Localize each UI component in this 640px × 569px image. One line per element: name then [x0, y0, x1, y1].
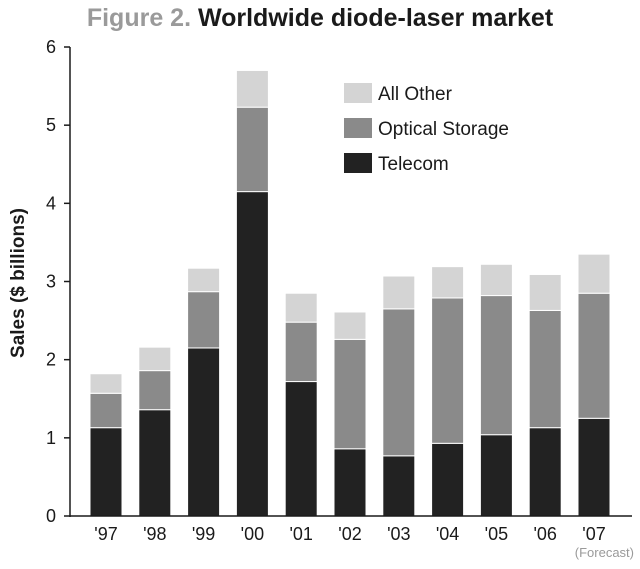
bar-optical-storage-6: [382, 308, 416, 457]
bar-all-other-6: [382, 275, 416, 310]
forecast-note: (Forecast): [575, 545, 634, 560]
bar-all-other-5: [333, 311, 367, 340]
axes-layer: 0 1 2 3 4 5 6 '97 '98 '99 '00 '01 '02 '03 '04 '05 '06 '07: [46, 37, 632, 544]
bar-all-other-2: [187, 267, 221, 293]
chart-title: Figure 2. Worldwide diode-laser market: [0, 4, 640, 33]
bar-all-other-0: [89, 373, 123, 394]
x-tick-label-5: '02: [338, 524, 361, 544]
x-tick-label-9: '06: [533, 524, 556, 544]
bar-optical-storage-10: [577, 292, 611, 419]
legend-label-all-other: All Other: [378, 84, 453, 105]
y-tick-label-2: 2: [46, 350, 56, 370]
legend-swatch-telecom: [344, 153, 372, 173]
y-tick-label-4: 4: [46, 193, 56, 213]
bar-telecom-9: [528, 427, 562, 517]
bar-telecom-10: [577, 417, 611, 517]
x-tick-label-3: '00: [241, 524, 264, 544]
bar-telecom-0: [89, 427, 123, 517]
bar-telecom-7: [431, 442, 465, 517]
bar-all-other-3: [235, 69, 269, 108]
bar-optical-storage-1: [138, 370, 172, 411]
bar-telecom-4: [284, 381, 318, 517]
figure-number: Figure 2.: [86, 4, 192, 32]
bar-optical-storage-4: [284, 321, 318, 383]
x-tick-label-6: '03: [387, 524, 410, 544]
y-tick-label-0: 0: [46, 506, 56, 526]
x-tick-label-4: '01: [289, 524, 312, 544]
legend-label-optical-storage: Optical Storage: [378, 119, 509, 140]
y-axis-label: Sales ($ billions): [8, 208, 29, 358]
x-tick-label-2: '99: [192, 524, 215, 544]
bar-optical-storage-3: [235, 106, 269, 193]
bar-all-other-8: [479, 263, 513, 297]
bar-optical-storage-7: [431, 297, 465, 444]
bars-layer: [89, 69, 611, 517]
legend-swatch-all-other: [344, 83, 372, 103]
legend: All Other Optical Storage Telecom: [344, 83, 509, 175]
bar-telecom-6: [382, 455, 416, 517]
y-tick-label-3: 3: [46, 272, 56, 292]
bar-optical-storage-9: [528, 309, 562, 429]
bar-all-other-10: [577, 253, 611, 294]
x-tick-label-8: '05: [485, 524, 508, 544]
y-tick-label-6: 6: [46, 37, 56, 57]
bar-telecom-8: [479, 434, 513, 517]
bar-optical-storage-0: [89, 392, 123, 429]
bar-telecom-2: [187, 347, 221, 517]
bar-telecom-5: [333, 448, 367, 517]
bar-telecom-3: [235, 191, 269, 517]
y-tick-label-5: 5: [46, 115, 56, 135]
legend-swatch-optical-storage: [344, 118, 372, 138]
figure-title: Worldwide diode-laser market: [197, 4, 554, 32]
legend-label-telecom: Telecom: [378, 154, 449, 175]
x-tick-label-7: '04: [436, 524, 459, 544]
y-tick-label-1: 1: [46, 428, 56, 448]
bar-telecom-1: [138, 409, 172, 517]
bar-all-other-4: [284, 292, 318, 323]
bar-all-other-7: [431, 266, 465, 299]
x-tick-label-10: '07: [582, 524, 605, 544]
x-tick-label-1: '98: [143, 524, 166, 544]
bar-all-other-9: [528, 273, 562, 311]
bar-all-other-1: [138, 346, 172, 372]
x-tick-label-0: '97: [94, 524, 117, 544]
bar-optical-storage-5: [333, 338, 367, 450]
bar-optical-storage-2: [187, 291, 221, 349]
bar-optical-storage-8: [479, 295, 513, 436]
